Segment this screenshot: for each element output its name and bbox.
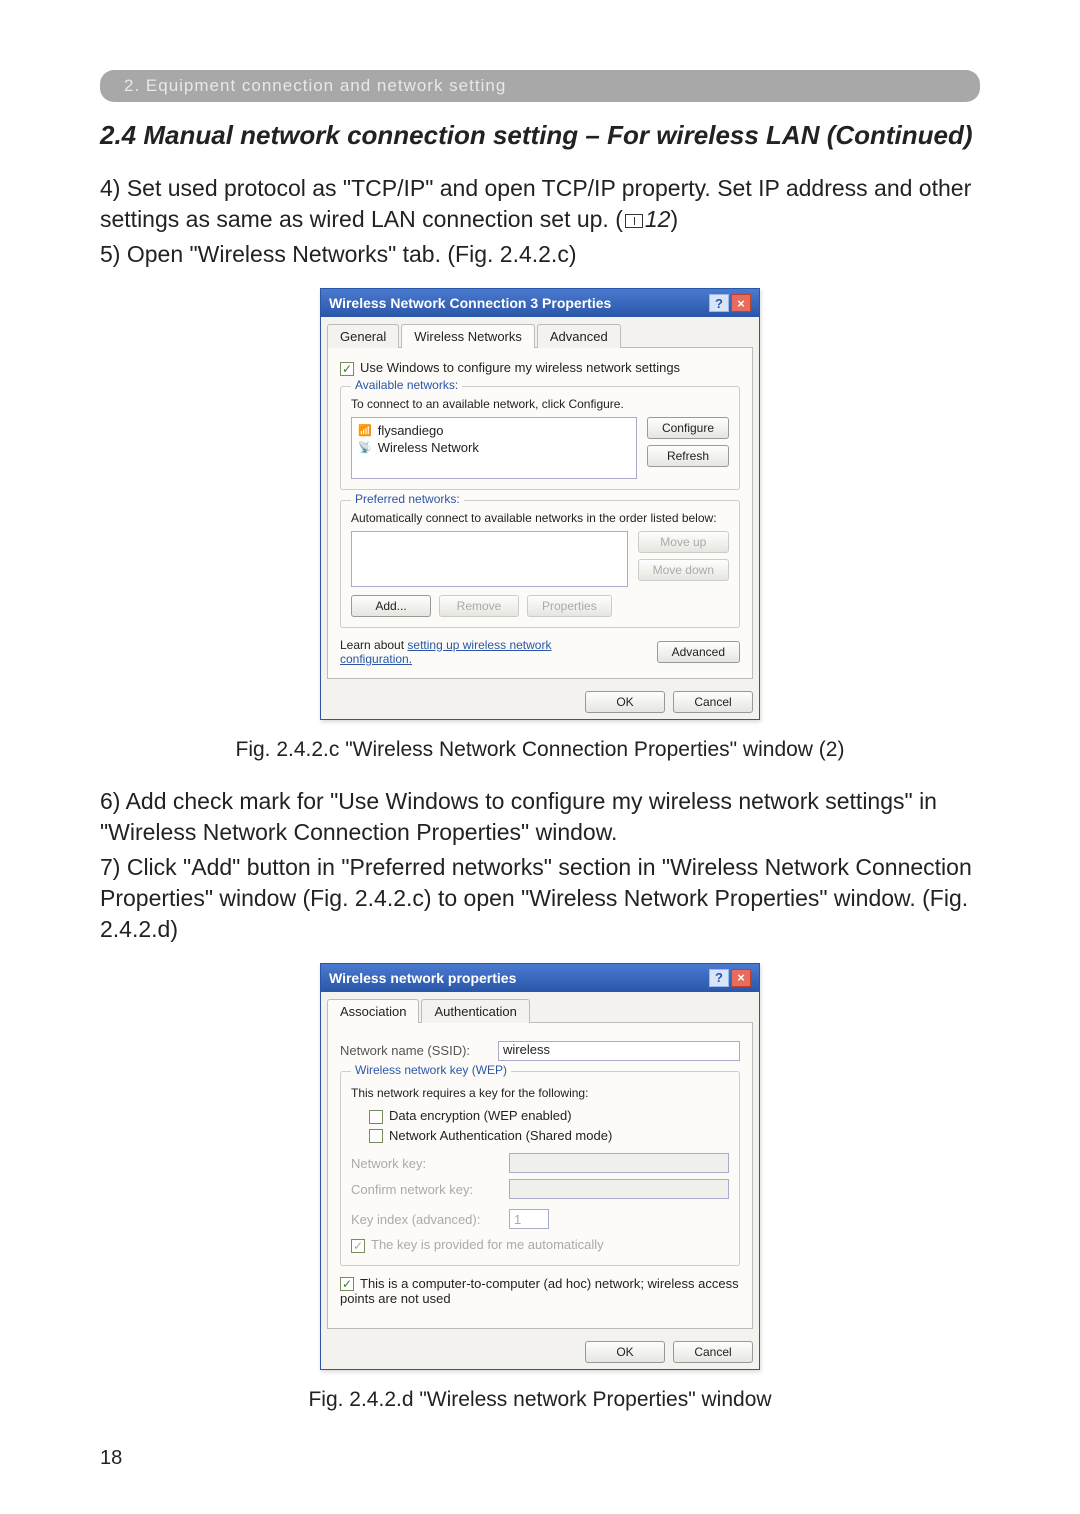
signal-icon: 📶 [358,424,372,437]
wep-desc: This network requires a key for the foll… [351,1086,729,1100]
data-encryption-label: Data encryption (WEP enabled) [389,1108,572,1123]
dialog2-titlebar: Wireless network properties ? × [321,964,759,992]
tab-wireless-networks[interactable]: Wireless Networks [401,324,535,348]
step-4-text: 4) Set used protocol as "TCP/IP" and ope… [100,175,971,232]
key-index-value: 1 [510,1212,525,1227]
advanced-button[interactable]: Advanced [657,641,740,663]
auto-key-checkbox: ✓ [351,1239,365,1253]
dialog2-tabs: Association Authentication [321,992,759,1022]
tab-advanced[interactable]: Advanced [537,324,621,348]
refresh-button[interactable]: Refresh [647,445,729,467]
list-item[interactable]: 📡 Wireless Network [356,439,632,456]
move-up-button: Move up [638,531,729,553]
cancel-button[interactable]: Cancel [673,1341,753,1363]
network-auth-label: Network Authentication (Shared mode) [389,1128,612,1143]
section-header: 2. Equipment connection and network sett… [100,70,980,102]
learn-about-text: Learn about setting up wireless network … [340,638,600,666]
confirm-key-label: Confirm network key: [351,1182,501,1197]
step-5: 5) Open "Wireless Networks" tab. (Fig. 2… [100,239,980,270]
preferred-networks-fieldset: Preferred networks: Automatically connec… [340,500,740,628]
wep-legend: Wireless network key (WEP) [351,1063,511,1077]
available-legend: Available networks: [351,378,462,392]
available-desc: To connect to an available network, clic… [351,397,729,411]
list-item[interactable]: 📶 flysandiego [356,422,632,439]
preferred-legend: Preferred networks: [351,492,464,506]
step-6: 6) Add check mark for "Use Windows to co… [100,786,980,848]
step-7: 7) Click "Add" button in "Preferred netw… [100,852,980,945]
close-icon[interactable]: × [731,969,751,987]
auto-key-label: The key is provided for me automatically [371,1237,604,1252]
key-index-label: Key index (advanced): [351,1212,501,1227]
add-button[interactable]: Add... [351,595,431,617]
tab-general[interactable]: General [327,324,399,348]
key-index-spinner: 1 [509,1209,549,1229]
available-networks-fieldset: Available networks: To connect to an ava… [340,386,740,490]
wireless-network-properties-dialog: Wireless network properties ? × Associat… [320,963,760,1370]
cancel-button[interactable]: Cancel [673,691,753,713]
dialog1-titlebar: Wireless Network Connection 3 Properties… [321,289,759,317]
properties-button: Properties [527,595,612,617]
wireless-connection-properties-dialog: Wireless Network Connection 3 Properties… [320,288,760,720]
preferred-desc: Automatically connect to available netwo… [351,511,729,525]
ssid-label: Network name (SSID): [340,1043,490,1058]
step-4-end: ) [670,206,678,232]
step-4: 4) Set used protocol as "TCP/IP" and ope… [100,173,980,235]
dialog1-title: Wireless Network Connection 3 Properties [329,295,611,311]
help-icon[interactable]: ? [709,969,729,987]
dialog2-title: Wireless network properties [329,970,516,986]
dialog1-tabs: General Wireless Networks Advanced [321,317,759,347]
remove-button: Remove [439,595,519,617]
step-4-ref: 12 [645,206,671,232]
configure-button[interactable]: Configure [647,417,729,439]
use-windows-checkbox[interactable]: ✓ [340,362,354,376]
network-auth-checkbox[interactable] [369,1129,383,1143]
preferred-networks-list[interactable] [351,531,628,587]
learn-prefix: Learn about [340,638,407,652]
figure-caption-2: Fig. 2.4.2.d "Wireless network Propertie… [100,1388,980,1412]
network-item-label: Wireless Network [378,440,479,455]
ssid-input[interactable]: wireless [498,1041,740,1061]
figure-caption-1: Fig. 2.4.2.c "Wireless Network Connectio… [100,738,980,762]
page-title: 2.4 Manual network connection setting – … [100,120,980,151]
tab-authentication[interactable]: Authentication [421,999,529,1023]
data-encryption-checkbox[interactable] [369,1110,383,1124]
use-windows-label: Use Windows to configure my wireless net… [360,360,680,375]
network-item-label: flysandiego [378,423,444,438]
page-number: 18 [100,1447,122,1470]
wep-fieldset: Wireless network key (WEP) This network … [340,1071,740,1266]
network-key-input [509,1153,729,1173]
available-networks-list[interactable]: 📶 flysandiego 📡 Wireless Network [351,417,637,479]
help-icon[interactable]: ? [709,294,729,312]
book-icon [625,214,643,228]
use-windows-row: ✓ Use Windows to configure my wireless ne… [340,360,740,376]
confirm-key-input [509,1179,729,1199]
network-key-label: Network key: [351,1156,501,1171]
adhoc-label: This is a computer-to-computer (ad hoc) … [340,1276,739,1307]
ok-button[interactable]: OK [585,691,665,713]
dialog1-content: ✓ Use Windows to configure my wireless ne… [327,347,753,679]
signal-icon: 📡 [358,441,372,454]
tab-association[interactable]: Association [327,999,419,1023]
adhoc-checkbox[interactable]: ✓ [340,1277,354,1291]
ok-button[interactable]: OK [585,1341,665,1363]
dialog2-content: Network name (SSID): wireless Wireless n… [327,1022,753,1329]
move-down-button: Move down [638,559,729,581]
close-icon[interactable]: × [731,294,751,312]
